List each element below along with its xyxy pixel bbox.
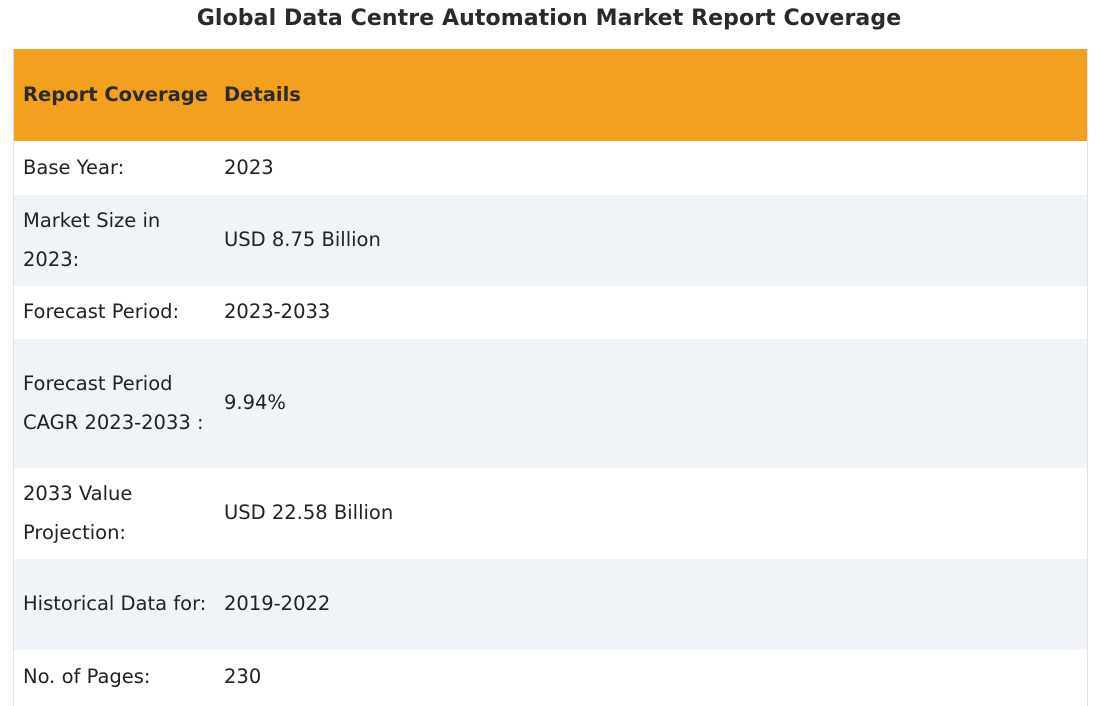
- row-label: Base Year:: [23, 155, 125, 179]
- table-row: Base Year: 2023: [14, 141, 1087, 195]
- row-value: 230: [224, 664, 262, 688]
- row-label: No. of Pages:: [23, 664, 151, 688]
- row-label: 2033 Value Projection:: [23, 482, 133, 544]
- row-value: USD 8.75 Billion: [224, 228, 381, 252]
- row-value: 2019-2022: [224, 592, 331, 616]
- header-report-coverage: Report Coverage: [23, 82, 208, 106]
- table-header-row: Report Coverage Details: [14, 49, 1087, 141]
- page-title: Global Data Centre Automation Market Rep…: [196, 6, 902, 31]
- row-label: Forecast Period CAGR 2023-2033 :: [23, 372, 204, 434]
- table-row: No. of Pages: 230: [14, 650, 1087, 704]
- row-label: Market Size in 2023:: [23, 209, 161, 271]
- report-coverage-table: Report Coverage Details Base Year: 2023 …: [14, 49, 1087, 704]
- row-value: 9.94%: [224, 391, 286, 415]
- row-value: 2023: [224, 155, 274, 179]
- row-label: Forecast Period:: [23, 300, 180, 324]
- report-coverage-table-container: Report Coverage Details Base Year: 2023 …: [13, 49, 1088, 706]
- row-label: Historical Data for:: [23, 592, 207, 616]
- table-row: Market Size in 2023: USD 8.75 Billion: [14, 195, 1087, 286]
- row-value: USD 22.58 Billion: [224, 501, 394, 525]
- table-row: 2033 Value Projection: USD 22.58 Billion: [14, 468, 1087, 559]
- table-row: Forecast Period: 2023-2033: [14, 286, 1087, 339]
- row-value: 2023-2033: [224, 300, 331, 324]
- table-row: Forecast Period CAGR 2023-2033 : 9.94%: [14, 339, 1087, 468]
- table-row: Historical Data for: 2019-2022: [14, 559, 1087, 650]
- header-details: Details: [224, 82, 301, 106]
